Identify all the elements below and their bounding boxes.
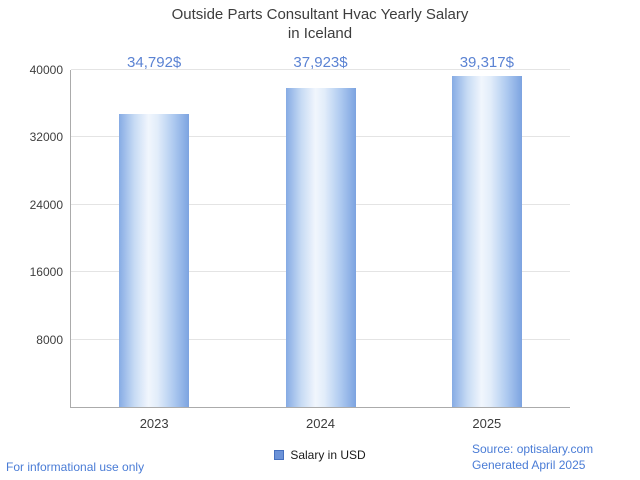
bar-2023[interactable] bbox=[119, 113, 190, 407]
x-axis-label-2024: 2024 bbox=[306, 416, 335, 431]
y-axis-tick-label: 16000 bbox=[29, 265, 63, 280]
bar-2025[interactable] bbox=[451, 75, 522, 407]
x-axis-label-2025: 2025 bbox=[472, 416, 502, 431]
source-link[interactable]: Source: optisalary.com bbox=[472, 442, 594, 456]
value-label-2023: 34,792$ bbox=[127, 54, 182, 71]
value-label-2025: 39,317$ bbox=[459, 54, 514, 71]
plot-area: 8000 16000 24000 32000 40000 34,792$ 2023 37,92… bbox=[30, 54, 570, 431]
legend-marker-icon bbox=[274, 450, 285, 460]
source-block: Source: optisalary.com Generated April 2… bbox=[472, 441, 593, 473]
legend-label: Salary in USD bbox=[290, 448, 366, 462]
gridline bbox=[71, 69, 570, 70]
bar-2024[interactable] bbox=[285, 87, 356, 407]
y-axis-tick-label: 24000 bbox=[29, 197, 63, 212]
x-axis-label-2023: 2023 bbox=[139, 416, 169, 431]
value-label-2024: 37,923$ bbox=[293, 54, 348, 71]
chart-title: Outside Parts Consultant Hvac Yearly Sal… bbox=[0, 5, 640, 43]
chart-title-line2: in Iceland bbox=[287, 25, 353, 42]
chart-title-line1: Outside Parts Consultant Hvac Yearly Sal… bbox=[171, 6, 469, 23]
legend: Salary in USD bbox=[0, 448, 640, 462]
y-axis-tick-label: 8000 bbox=[36, 332, 63, 347]
disclaimer-link[interactable]: For informational use only bbox=[6, 460, 145, 474]
generated-date: Generated April 2025 bbox=[472, 458, 586, 472]
y-axis-tick-label: 40000 bbox=[29, 63, 63, 77]
y-axis-tick-label: 32000 bbox=[29, 130, 63, 145]
